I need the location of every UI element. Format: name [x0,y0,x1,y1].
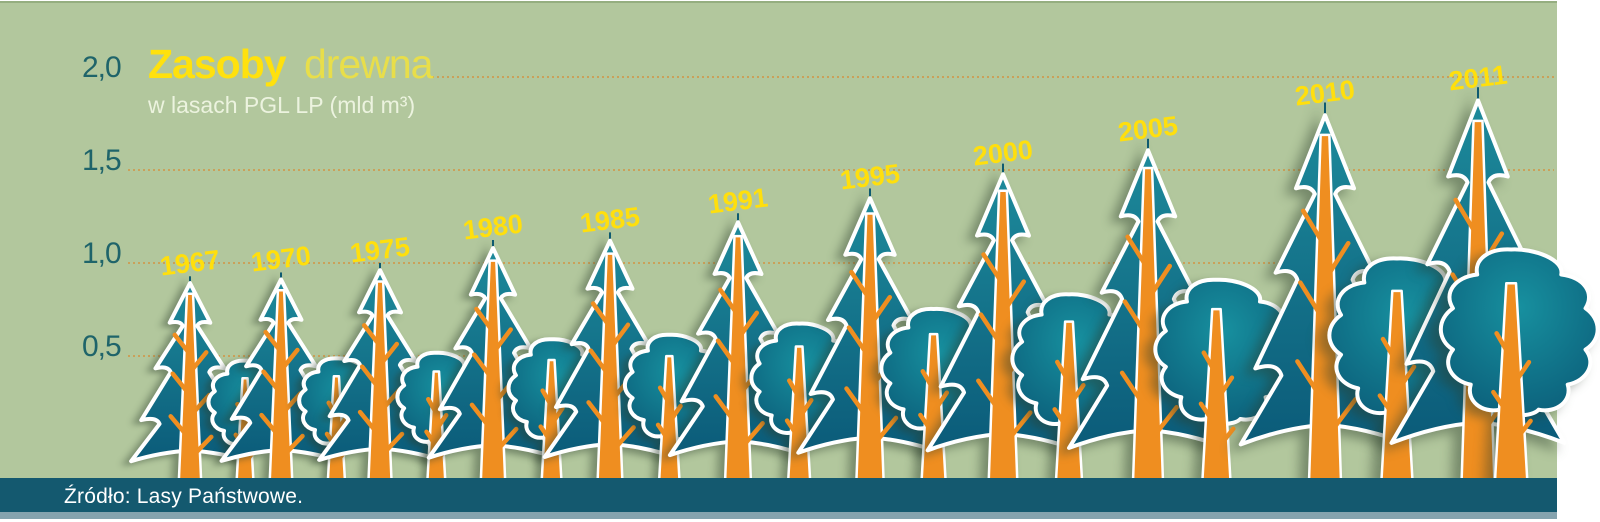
top-edge-line [0,1,1557,3]
source-text: Źródło: Lasy Państwowe. [64,485,304,508]
source-bar [0,478,1557,512]
chart-title: Zasoby drewna [148,41,433,87]
chart-title-block: Zasoby drewna w lasach PGL LP (mld m³) [148,41,433,118]
gridlines [128,76,1554,357]
bottom-strip [0,512,1557,519]
axis-tick-label: 1,5 [82,144,122,177]
trees [131,87,1598,481]
axis-tick-label: 0,5 [82,330,122,363]
chart-title-light: drewna [303,41,433,87]
chart-title-bold: Zasoby [148,41,287,87]
deciduous-tree-2005 [1155,280,1291,481]
chart-subtitle: w lasach PGL LP (mld m³) [148,92,416,118]
axis-tick-label: 2,0 [82,51,122,84]
axis-tick-label: 1,0 [82,237,122,270]
